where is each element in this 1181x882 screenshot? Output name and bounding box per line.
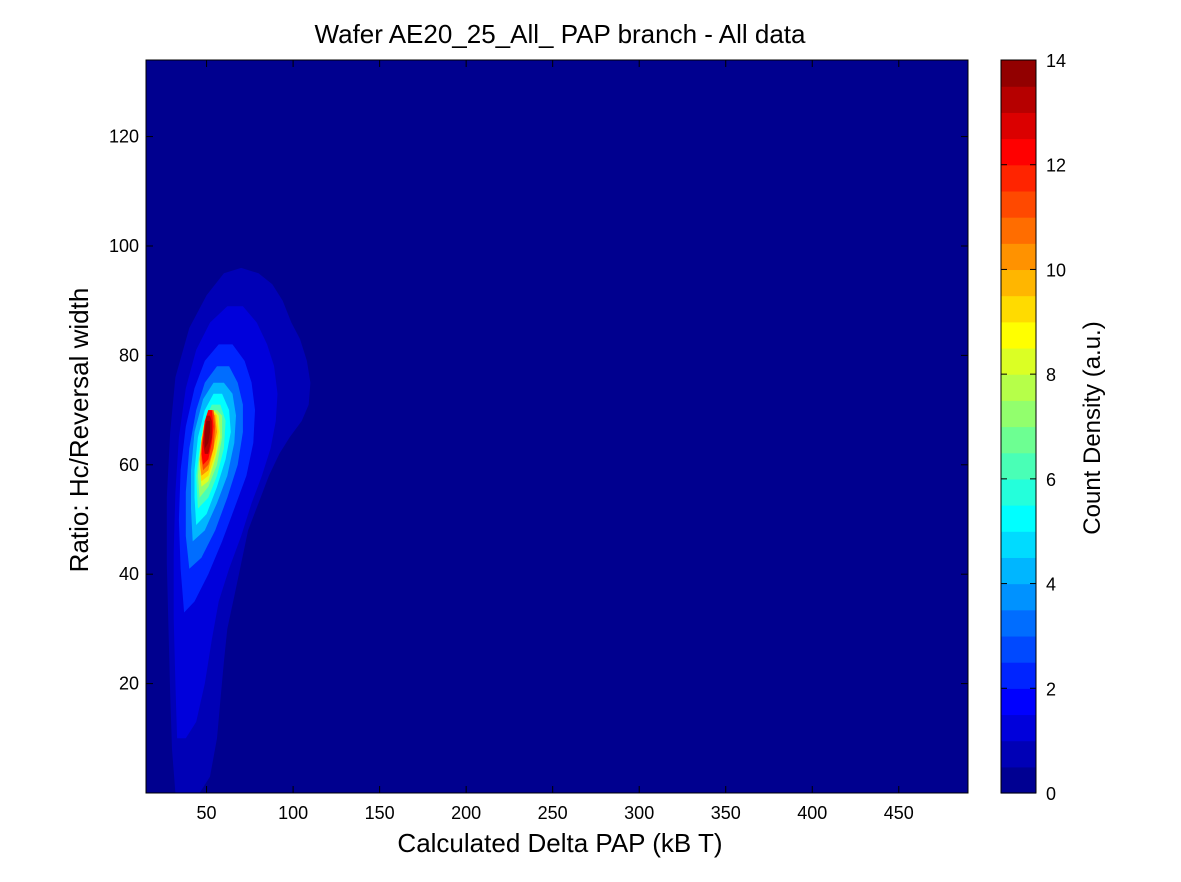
colorbar-segment	[1001, 86, 1036, 113]
y-axis-ticks: 20 40 60 80 100 120	[109, 127, 968, 694]
colorbar-segment	[1001, 557, 1036, 585]
x-tick-label: 100	[278, 803, 308, 823]
x-tick-label: 350	[711, 803, 741, 823]
colorbar-segment	[1001, 635, 1036, 663]
colorbar-label: Count Density (a.u.)	[1079, 321, 1106, 534]
x-tick-label: 250	[538, 803, 568, 823]
y-tick-label: 40	[119, 564, 139, 584]
colorbar-segment	[1001, 609, 1036, 637]
colorbar-tick-label: 4	[1046, 575, 1056, 595]
colorbar-segment	[1001, 164, 1036, 192]
colorbar-segment	[1001, 583, 1036, 611]
colorbar	[1001, 60, 1036, 794]
x-tick-label: 400	[797, 803, 827, 823]
colorbar-segment	[1001, 662, 1036, 689]
y-tick-label: 80	[119, 345, 139, 365]
colorbar-frame	[1000, 59, 1037, 794]
y-tick-label: 60	[119, 455, 139, 475]
colorbar-segment	[1001, 190, 1036, 218]
colorbar-segment	[1001, 295, 1036, 323]
colorbar-segment	[1001, 426, 1036, 454]
x-tick-label: 200	[451, 803, 481, 823]
colorbar-segment	[1001, 714, 1036, 742]
colorbar-segment	[1001, 374, 1036, 401]
x-tick-label: 300	[624, 803, 654, 823]
colorbar-segment	[1001, 60, 1036, 87]
colorbar-tick-label: 8	[1046, 365, 1056, 385]
x-tick-label: 450	[884, 803, 914, 823]
colorbar-tick-label: 10	[1046, 260, 1066, 280]
x-axis-label: Calculated Delta PAP (kB T)	[397, 828, 722, 858]
colorbar-segment	[1001, 243, 1036, 271]
colorbar-tick-label: 0	[1046, 784, 1056, 804]
colorbar-tick-label: 12	[1046, 156, 1066, 176]
colorbar-segment	[1001, 452, 1036, 480]
y-tick-label: 120	[109, 127, 139, 147]
colorbar-segment	[1001, 766, 1036, 794]
colorbar-segment	[1001, 217, 1036, 244]
colorbar-segment	[1001, 112, 1036, 140]
contour-layer	[166, 267, 311, 793]
colorbar-segment	[1001, 347, 1036, 375]
y-axis-label: Ratio: Hc/Reversal width	[64, 288, 94, 573]
colorbar-segment	[1001, 531, 1036, 558]
colorbar-segment	[1001, 138, 1036, 166]
y-tick-label: 100	[109, 236, 139, 256]
colorbar-segment	[1001, 478, 1036, 506]
x-axis-ticks: 50 100 150 200 250 300 350 400 450	[197, 60, 914, 823]
colorbar-segment	[1001, 740, 1036, 768]
colorbar-segment	[1001, 688, 1036, 716]
x-tick-label: 150	[365, 803, 395, 823]
x-tick-label: 50	[197, 803, 217, 823]
colorbar-ticks: 0 2 4 6 8 10 12 14	[1001, 51, 1066, 804]
colorbar-segment	[1001, 505, 1036, 532]
contour-level-15	[204, 421, 210, 449]
colorbar-tick-label: 2	[1046, 679, 1056, 699]
colorbar-segment	[1001, 269, 1036, 297]
colorbar-tick-label: 14	[1046, 51, 1066, 71]
colorbar-segment	[1001, 321, 1036, 349]
colorbar-tick-label: 6	[1046, 470, 1056, 490]
y-tick-label: 20	[119, 674, 139, 694]
colorbar-segment	[1001, 400, 1036, 428]
chart-title: Wafer AE20_25_All_ PAP branch - All data	[315, 19, 806, 49]
plot-frame	[145, 59, 969, 794]
